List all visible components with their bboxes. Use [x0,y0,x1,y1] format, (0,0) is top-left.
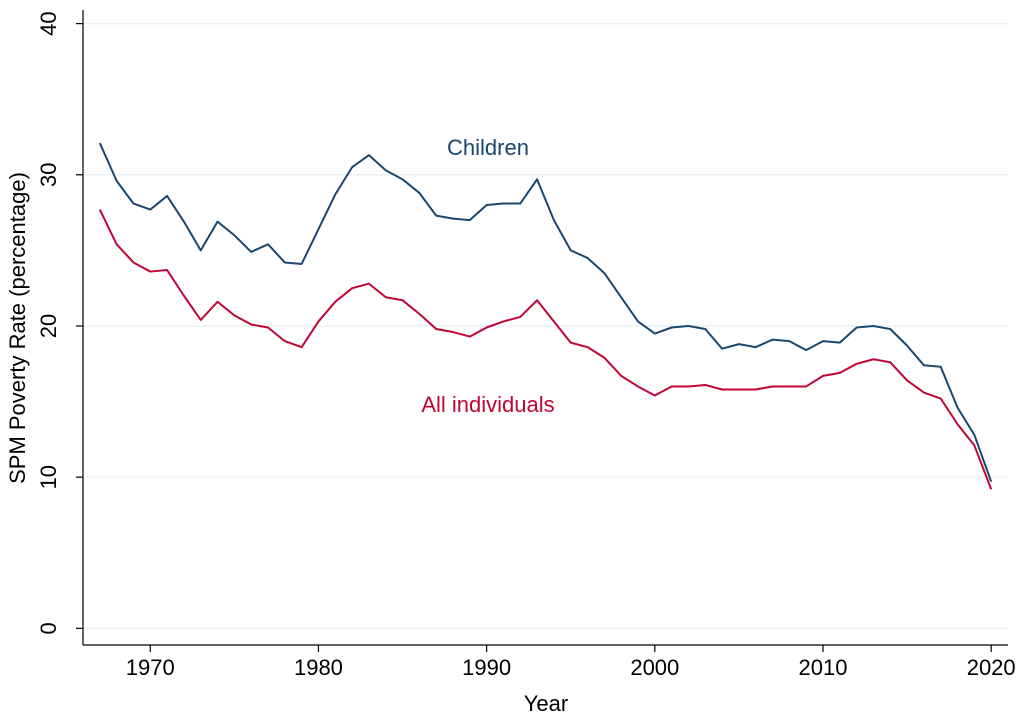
y-axis-title: SPM Poverty Rate (percentage) [5,172,30,484]
x-tick-label: 1970 [126,655,175,680]
y-tick-label: 10 [36,465,61,489]
y-tick-label: 0 [36,622,61,634]
y-tick-label: 30 [36,163,61,187]
x-tick-label: 2020 [967,655,1016,680]
x-tick-label: 1980 [294,655,343,680]
series-line [98,209,993,490]
x-tick-label: 2000 [630,655,679,680]
series-line [98,142,993,483]
x-tick-label: 1990 [462,655,511,680]
x-tick-label: 2010 [799,655,848,680]
y-tick-label: 20 [36,314,61,338]
series-label: Children [447,135,529,160]
series-label: All individuals [421,392,554,417]
y-tick-label: 40 [36,11,61,35]
x-axis-title: Year [524,691,568,716]
